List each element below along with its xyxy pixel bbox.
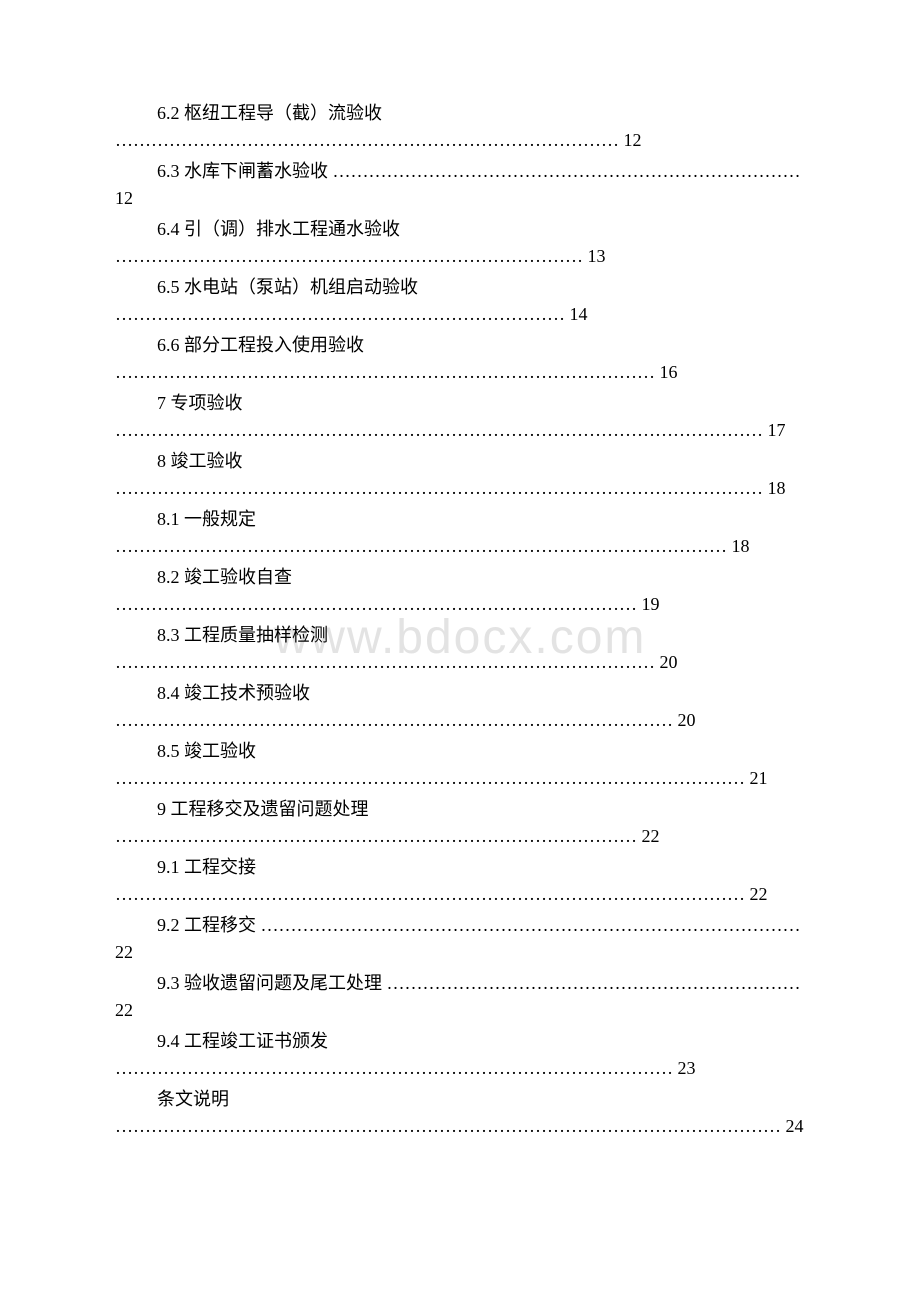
toc-dots: ………………………………………………………………………………………… 18 [115,533,805,560]
toc-dots: …………………………………………………………………………………………… 21 [115,765,805,792]
toc-title: 6.6 部分工程投入使用验收 [115,332,805,359]
toc-entry: 6.3 水库下闸蓄水验收 ……………………………………………………………………1… [115,158,805,212]
toc-title-inline: 9.2 工程移交 ……………………………………………………………………………… [115,912,805,939]
toc-entry: 6.4 引（调）排水工程通水验收………………………………………………………………… [115,216,805,270]
toc-entry: 8.4 竣工技术预验收……………………………………………………………………………… [115,680,805,734]
toc-title: 7 专项验收 [115,390,805,417]
toc-entry: 9.2 工程移交 ………………………………………………………………………………2… [115,912,805,966]
toc-title: 9 工程移交及遗留问题处理 [115,796,805,823]
toc-page: 22 [115,997,805,1024]
toc-entry: 9.3 验收遗留问题及尾工处理 ……………………………………………………………2… [115,970,805,1024]
toc-entry: 9 工程移交及遗留问题处理………………………………………………………………………… [115,796,805,850]
toc-title: 8.5 竣工验收 [115,738,805,765]
toc-entry: 8 竣工验收…………………………………………………………………………………………… [115,448,805,502]
toc-title: 8.2 竣工验收自查 [115,564,805,591]
toc-entry: 8.5 竣工验收……………………………………………………………………………………… [115,738,805,792]
toc-title: 9.4 工程竣工证书颁发 [115,1028,805,1055]
toc-title-inline: 9.3 验收遗留问题及尾工处理 …………………………………………………………… [115,970,805,997]
toc-entry: 8.2 竣工验收自查…………………………………………………………………………… … [115,564,805,618]
toc-entry: 8.3 工程质量抽样检测…………………………………………………………………………… [115,622,805,676]
toc-title: 8.4 竣工技术预验收 [115,680,805,707]
toc-dots: ……………………………………………………………………………………………… 18 [115,475,805,502]
toc-entry: 6.6 部分工程投入使用验收……………………………………………………………………… [115,332,805,386]
toc-title: 6.5 水电站（泵站）机组启动验收 [115,274,805,301]
toc-dots: …………………………………………………………………… 13 [115,243,805,270]
toc-entry: 9.1 工程交接……………………………………………………………………………………… [115,854,805,908]
toc-entry: 8.1 一般规定……………………………………………………………………………………… [115,506,805,560]
toc-dots: ………………………………………………………………………………………………… 24 [115,1113,805,1140]
toc-title: 条文说明 [115,1086,805,1113]
toc-dots: …………………………………………………………………………… 19 [115,591,805,618]
toc-title: 6.2 枢纽工程导（截）流验收 [115,100,805,127]
toc-dots: ………………………………………………………………………………… 23 [115,1055,805,1082]
toc-dots: ……………………………………………………………………………… 16 [115,359,805,386]
toc-content: 6.2 枢纽工程导（截）流验收…………………………………………………………………… [115,100,805,1140]
toc-title: 8.3 工程质量抽样检测 [115,622,805,649]
toc-dots: …………………………………………………………………………… 22 [115,823,805,850]
toc-entry: 条文说明………………………………………………………………………………………………… [115,1086,805,1140]
toc-page: 12 [115,185,805,212]
toc-title: 6.4 引（调）排水工程通水验收 [115,216,805,243]
toc-dots: ………………………………………………………………………… 12 [115,127,805,154]
toc-dots: ……………………………………………………………………………………………… 17 [115,417,805,444]
toc-dots: ………………………………………………………………………………… 20 [115,707,805,734]
toc-entry: 6.5 水电站（泵站）机组启动验收……………………………………………………………… [115,274,805,328]
toc-title-inline: 6.3 水库下闸蓄水验收 …………………………………………………………………… [115,158,805,185]
toc-entry: 9.4 工程竣工证书颁发…………………………………………………………………………… [115,1028,805,1082]
toc-dots: ……………………………………………………………………………… 20 [115,649,805,676]
toc-entry: 7 专项验收…………………………………………………………………………………………… [115,390,805,444]
toc-dots: …………………………………………………………………………………………… 22 [115,881,805,908]
toc-dots: ………………………………………………………………… 14 [115,301,805,328]
toc-title: 8 竣工验收 [115,448,805,475]
toc-title: 8.1 一般规定 [115,506,805,533]
toc-title: 9.1 工程交接 [115,854,805,881]
toc-page: 22 [115,939,805,966]
toc-entry: 6.2 枢纽工程导（截）流验收…………………………………………………………………… [115,100,805,154]
